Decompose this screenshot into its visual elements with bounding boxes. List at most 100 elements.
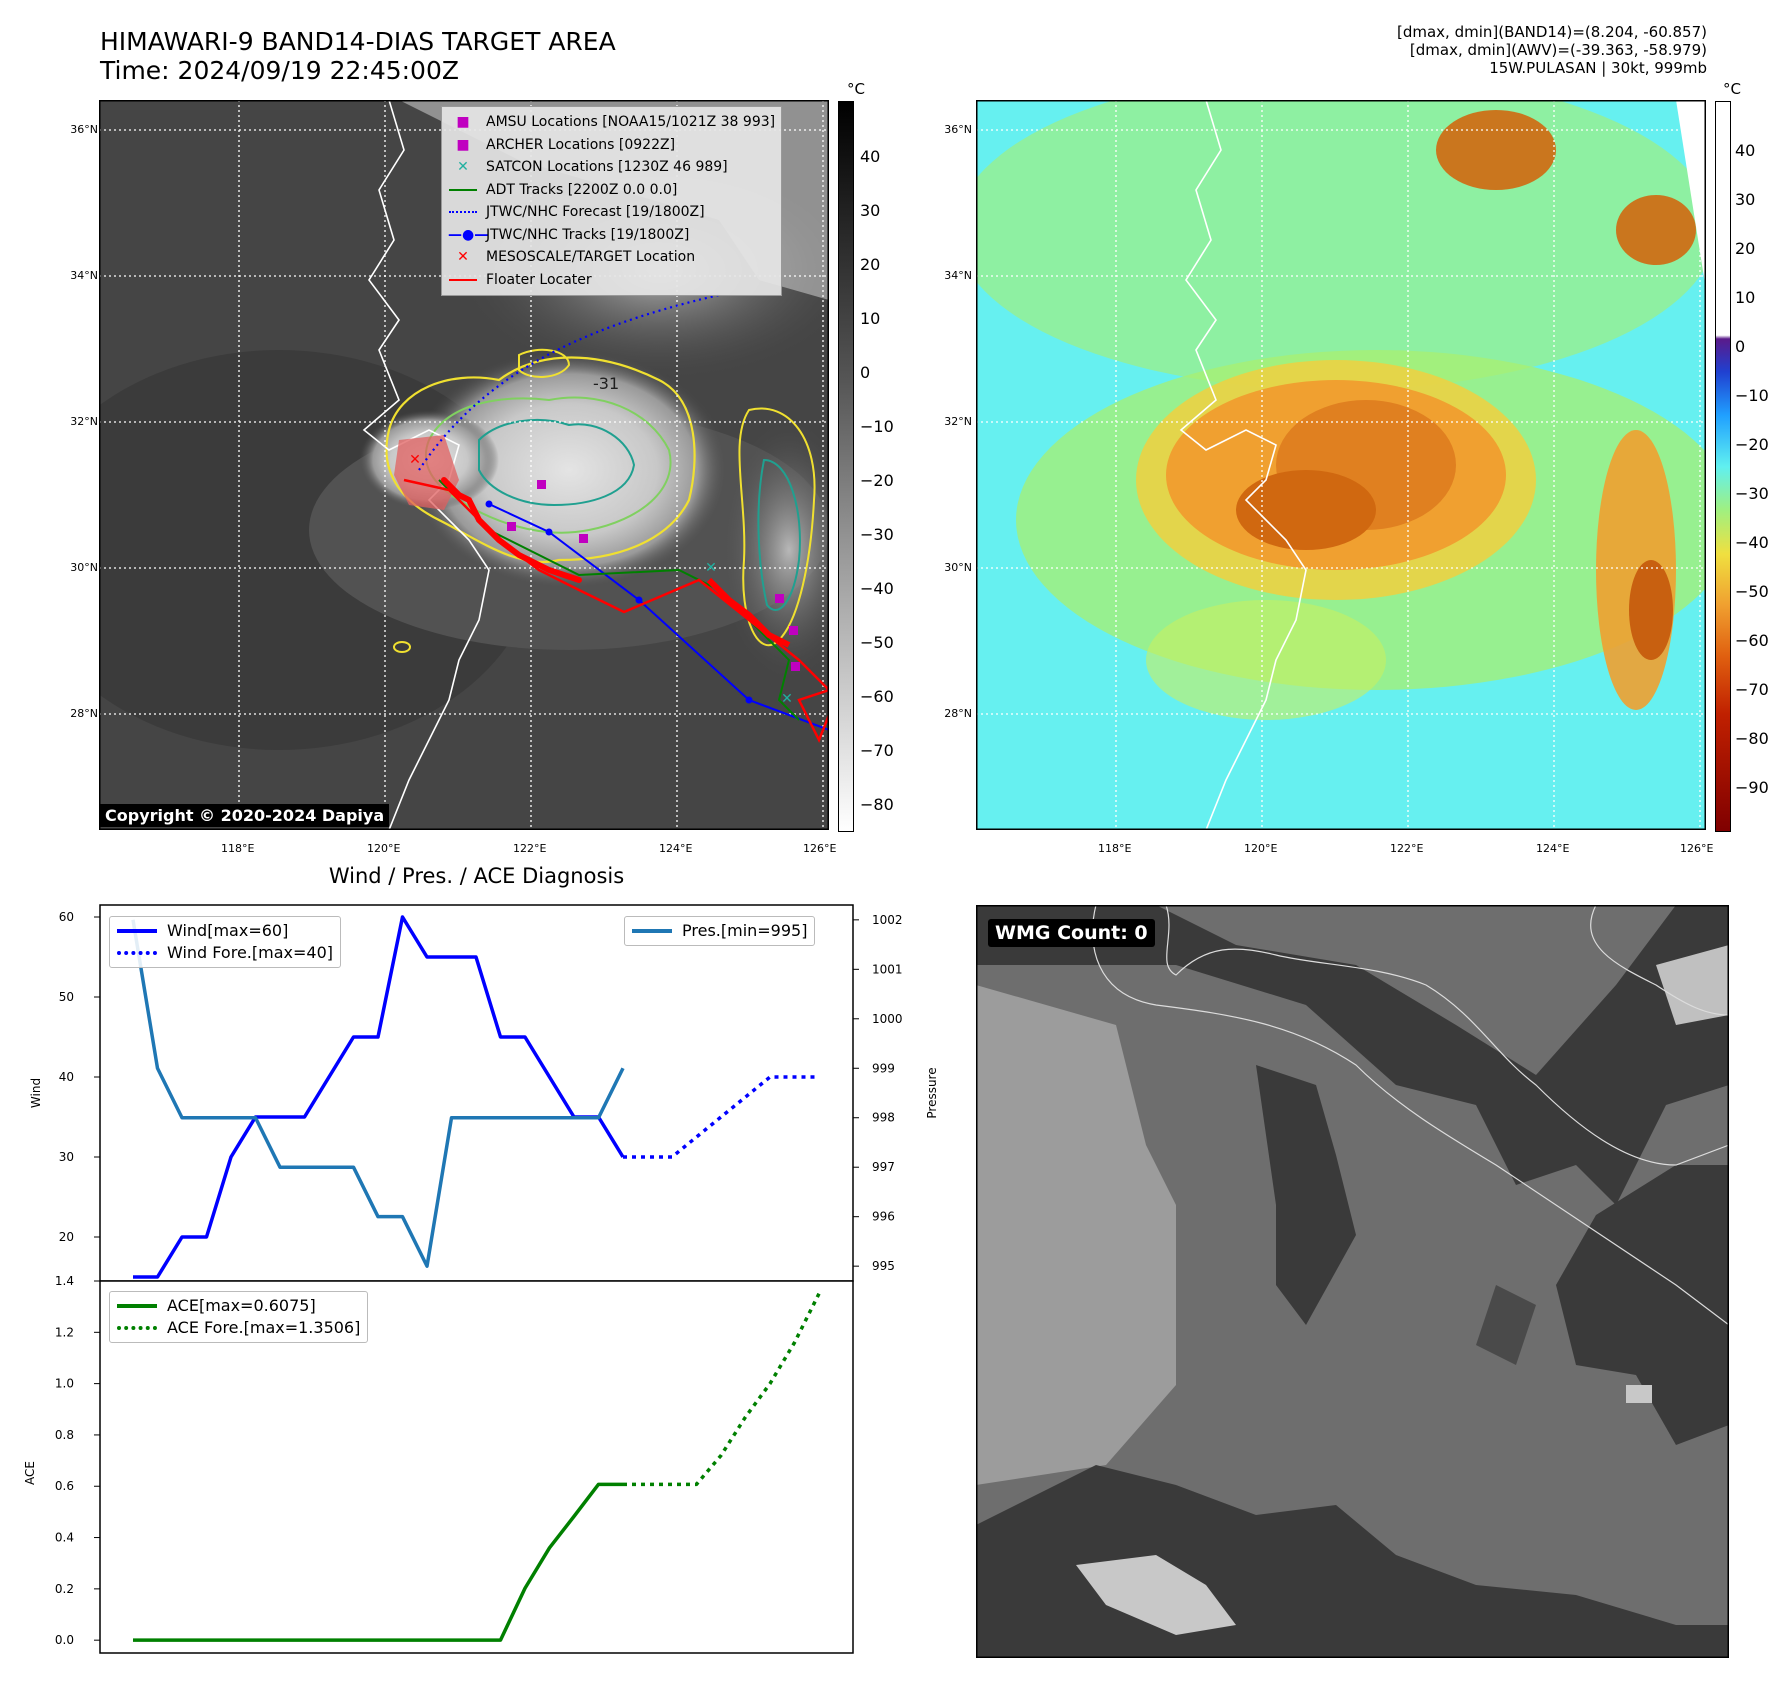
lat-label: 28°N (944, 707, 972, 720)
ir-lon-labels: 118°E 120°E 122°E 124°E 126°E (99, 842, 836, 858)
lon-label: 126°E (803, 842, 837, 855)
dotted-line-icon (117, 951, 157, 955)
pressure-tick-label: 999 (872, 1061, 895, 1075)
ace-tick-label: 1.2 (55, 1325, 74, 1339)
copyright-label: Copyright © 2020-2024 Dapiya (100, 804, 390, 827)
colorbar-tick: −20 (860, 471, 894, 490)
intensity-info: [dmax, dmin](BAND14)=(8.204, -60.857) [d… (1397, 23, 1707, 77)
ace-axis-ticks: 0.0 0.2 0.4 0.6 0.8 1.0 1.2 1.4 (55, 1274, 100, 1647)
line-icon (448, 179, 478, 202)
diagnosis-charts: 20 30 40 50 60 995 996 997 998 999 1000 1001 1002 W… (23, 904, 939, 1654)
awv-lon-labels: 118°E 120°E 122°E 124°E 126°E (976, 842, 1713, 858)
contour-label: -31 (593, 374, 619, 393)
info-line-2: [dmax, dmin](AWV)=(-39.363, -58.979) (1409, 41, 1707, 59)
wmg-count-label: WMG Count: 0 (988, 919, 1155, 947)
lat-label: 36°N (944, 123, 972, 136)
lon-label: 118°E (221, 842, 255, 855)
colorbar-tick: −70 (1735, 680, 1769, 699)
diagnosis-title: Wind / Pres. / ACE Diagnosis (328, 864, 625, 888)
awv-coastline (1179, 99, 1307, 831)
lat-label: 32°N (944, 415, 972, 428)
colorbar-tick: 10 (860, 309, 881, 328)
title-line-2: Time: 2024/09/19 22:45:00Z (100, 56, 459, 85)
pressure-tick-label: 996 (872, 1210, 895, 1224)
contour-yellow-outer (385, 356, 696, 563)
floater-dense-track (441, 477, 582, 583)
coastline (362, 99, 490, 831)
floater-dense-track-east (706, 577, 791, 648)
awv-moist-south (1146, 600, 1386, 720)
ir-map-legend: ■ AMSU Locations [NOAA15/1021Z 38 993] ■ A… (441, 106, 783, 296)
colorbar-tick: 0 (1735, 337, 1746, 356)
target-x-marker: ✕ (409, 452, 421, 468)
colorbar-tick: −30 (860, 525, 894, 544)
awv-colorbar-ticks: 40 30 20 10 0 −10 −20 −30 −40 −50 −60 −7… (1735, 101, 1790, 830)
series-line-wind-forecast (623, 1075, 819, 1159)
wind-tick-label: 50 (59, 990, 74, 1004)
solid-line-icon (117, 929, 157, 933)
wmg-dark-north (976, 905, 1729, 1205)
pressure-axis-label: Pressure (925, 1067, 939, 1118)
wmg-dark-patch (1476, 1285, 1536, 1365)
ir-map-panel: -31 ✕ ✕ ✕ (19, 99, 859, 831)
lat-label: 36°N (70, 123, 98, 136)
colorbar-tick: −80 (860, 795, 894, 814)
ace-tick-label: 0.2 (55, 1582, 74, 1596)
pressure-axis-ticks: 995 996 997 998 999 1000 1001 1002 (853, 913, 903, 1273)
ace-plot-frame (99, 1280, 854, 1654)
legend-jtwc-track: —●— JTWC/NHC Tracks [19/1800Z] (448, 224, 775, 247)
colorbar-tick: −60 (860, 687, 894, 706)
series-line-ace (133, 1482, 623, 1642)
legend-adt: ADT Tracks [2200Z 0.0 0.0] (448, 179, 775, 202)
info-line-1: [dmax, dmin](BAND14)=(8.204, -60.857) (1396, 23, 1707, 41)
legend-ace: ACE[max=0.6075] (117, 1295, 360, 1317)
contour-yellow-north (518, 348, 571, 378)
colorbar-tick: −60 (1735, 631, 1769, 650)
wind-tick-label: 40 (59, 1070, 74, 1084)
colorbar-tick: −10 (1735, 386, 1769, 405)
ace-tick-label: 0.4 (55, 1531, 74, 1545)
wmg-image (976, 904, 1730, 1658)
wind-tick-label: 30 (59, 1150, 74, 1164)
eastern-cloud-band (719, 420, 859, 680)
legend-pressure: Pres.[min=995] (632, 920, 807, 942)
colorbar-tick: 20 (1735, 239, 1756, 258)
colorbar-tick: −40 (860, 579, 894, 598)
solid-line-icon (117, 1304, 157, 1308)
figure-title: HIMAWARI-9 BAND14-DIAS TARGET AREA Time:… (100, 27, 616, 85)
legend-ace-forecast: ACE Fore.[max=1.3506] (117, 1317, 360, 1339)
x-marker-icon: ✕ (457, 249, 469, 265)
legend-archer: ■ ARCHER Locations [0922Z] (448, 134, 775, 157)
lon-label: 120°E (1244, 842, 1278, 855)
wind-axis-ticks: 20 30 40 50 60 (59, 910, 100, 1244)
ir-colorbar-ticks: 40 30 20 10 0 −10 −20 −30 −40 −50 −60 −7… (860, 101, 910, 830)
contour-teal-east (757, 458, 801, 611)
wmg-coastline-1 (1092, 904, 1730, 1326)
lon-label: 118°E (1098, 842, 1132, 855)
ace-tick-label: 1.0 (55, 1377, 74, 1391)
series-line-ace-forecast (623, 1292, 821, 1487)
lon-label: 122°E (513, 842, 547, 855)
wind-legend: Wind[max=60] Wind Fore.[max=40] (109, 916, 341, 968)
ace-axis-label: ACE (23, 1461, 37, 1485)
colorbar-tick: −20 (1735, 435, 1769, 454)
colorbar-tick: −90 (1735, 778, 1769, 797)
square-marker-icon: ■ (456, 114, 470, 130)
satcon-x-marker: ✕ (705, 560, 717, 576)
colorbar-tick: −50 (860, 633, 894, 652)
legend-target: ✕ MESOSCALE/TARGET Location (448, 246, 775, 269)
pressure-tick-label: 998 (872, 1111, 895, 1125)
jtwc-forecast-track (418, 293, 720, 471)
wmg-light-ne (1656, 945, 1729, 1025)
ace-tick-label: 0.8 (55, 1428, 74, 1442)
lon-label: 122°E (1390, 842, 1424, 855)
colorbar-tick: −30 (1735, 484, 1769, 503)
wind-tick-label: 20 (59, 1230, 74, 1244)
pressure-tick-label: 1002 (872, 913, 903, 927)
legend-wind: Wind[max=60] (117, 920, 333, 942)
lon-label: 126°E (1680, 842, 1714, 855)
colorbar-tick: 30 (1735, 190, 1756, 209)
pressure-tick-label: 1001 (872, 962, 903, 976)
lat-label: 30°N (944, 561, 972, 574)
legend-jtwc-forecast: JTWC/NHC Forecast [19/1800Z] (448, 201, 775, 224)
